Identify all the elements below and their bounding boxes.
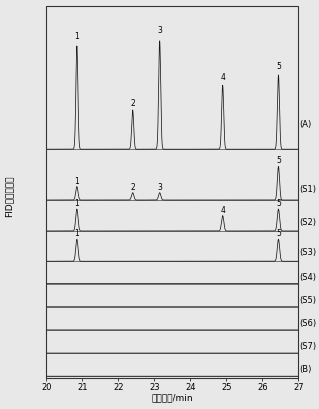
Text: 1: 1 xyxy=(74,177,79,186)
Text: 4: 4 xyxy=(220,73,225,82)
X-axis label: 保留时间/min: 保留时间/min xyxy=(152,393,193,402)
Text: (S6): (S6) xyxy=(299,319,316,328)
Text: 2: 2 xyxy=(130,99,135,108)
Text: (S7): (S7) xyxy=(299,342,316,351)
Text: 1: 1 xyxy=(74,31,79,40)
Text: (S5): (S5) xyxy=(299,296,316,305)
Text: 3: 3 xyxy=(157,183,162,192)
Text: FID检测器响应: FID检测器响应 xyxy=(4,175,13,217)
Text: (S3): (S3) xyxy=(299,248,316,257)
Text: 5: 5 xyxy=(276,62,281,71)
Text: (B): (B) xyxy=(299,365,311,374)
Text: 5: 5 xyxy=(276,156,281,165)
Text: (S2): (S2) xyxy=(299,218,316,227)
Text: 4: 4 xyxy=(220,206,225,215)
Text: 2: 2 xyxy=(130,183,135,192)
Text: 5: 5 xyxy=(276,199,281,208)
Text: (S4): (S4) xyxy=(299,272,316,281)
Text: 1: 1 xyxy=(74,229,79,238)
Text: 5: 5 xyxy=(276,229,281,238)
Text: (S1): (S1) xyxy=(299,185,316,194)
Text: (A): (A) xyxy=(299,120,311,129)
Text: 3: 3 xyxy=(157,26,162,35)
Text: 1: 1 xyxy=(74,199,79,208)
